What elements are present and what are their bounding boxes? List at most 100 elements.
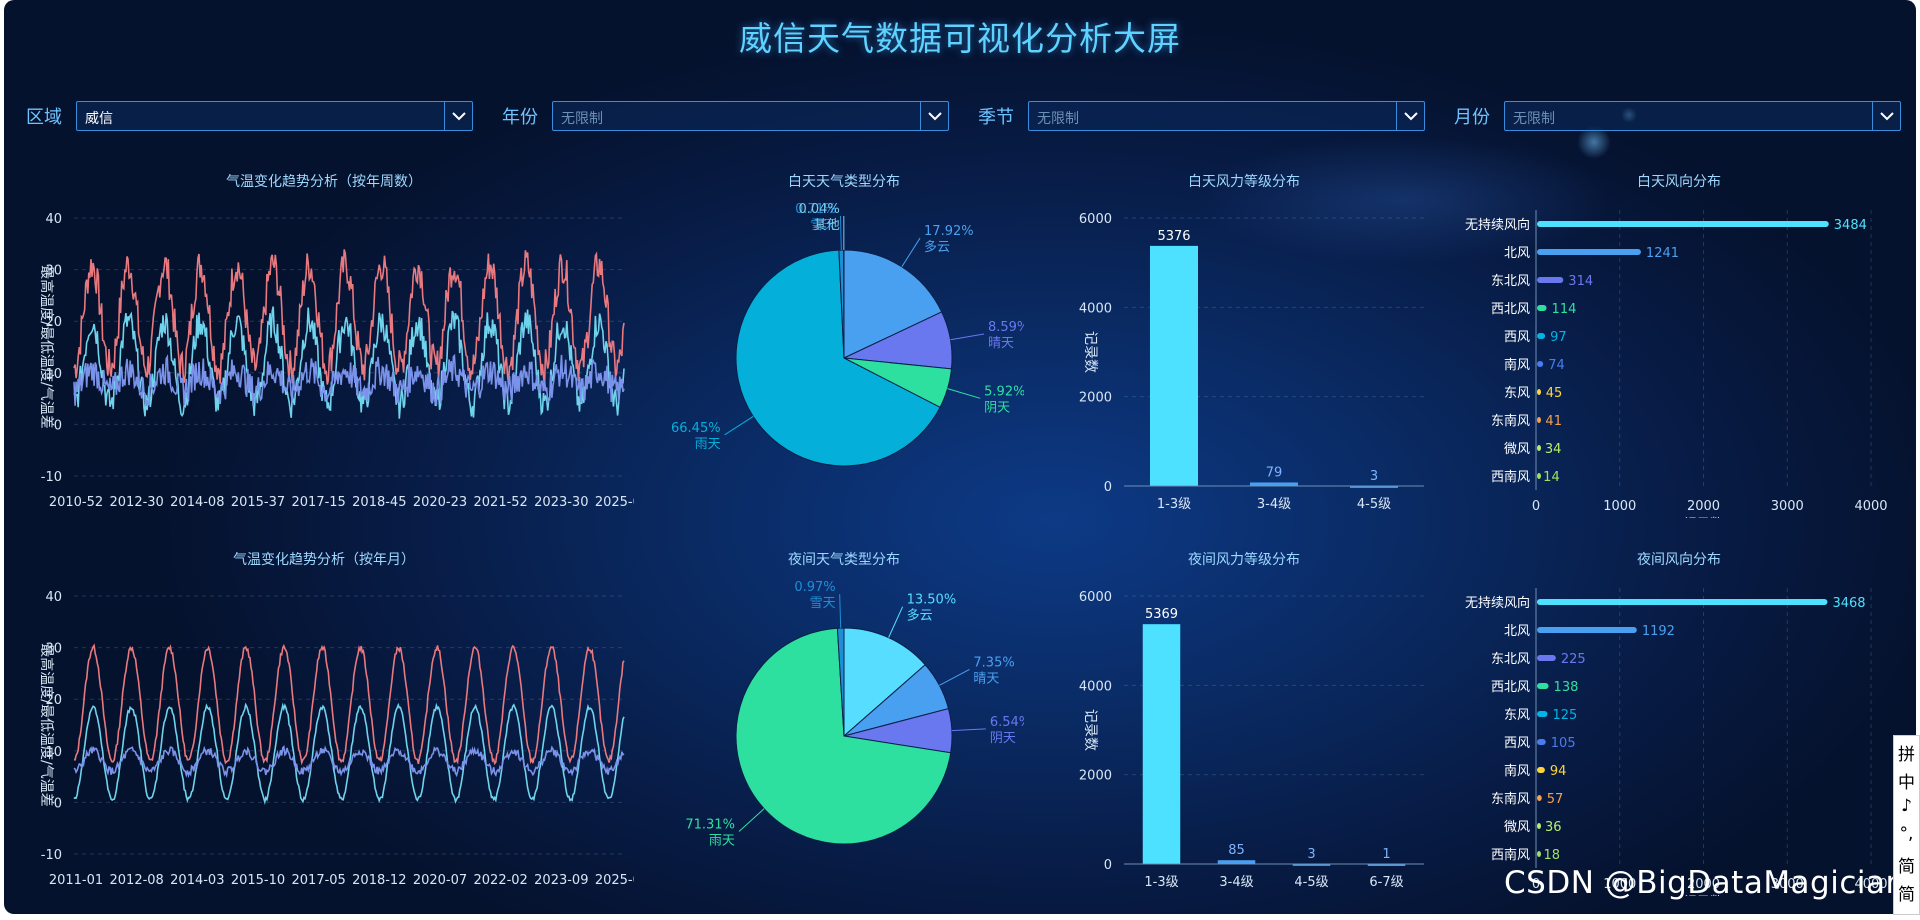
bar <box>1537 655 1556 661</box>
night-weather-pie: 夜间天气类型分布 13.50%多云 7.35%晴天 6.54%阴天 71.31%雨天 0… <box>664 546 1031 896</box>
region-select-value: 威信 <box>85 111 113 127</box>
night-wind-dir-svg: 01000200030004000记录数无持续风向3468北风1192东北风22… <box>1465 588 1888 910</box>
series-line-min <box>73 702 625 805</box>
bar <box>1537 417 1541 423</box>
bar <box>1537 277 1564 283</box>
series-line-max <box>73 249 625 386</box>
bar-value-label: 138 <box>1554 680 1579 695</box>
pie-name-label: 雨天 <box>709 834 735 849</box>
ime-item[interactable]: °, <box>1899 824 1914 844</box>
pie-percent-label: 5.92% <box>984 384 1024 399</box>
y-tick-label: 北风 <box>1504 246 1530 261</box>
x-tick-label: 2023-30 <box>534 495 588 510</box>
bar-value-label: 105 <box>1551 736 1576 751</box>
pie-name-label: 雪天 <box>810 218 836 233</box>
x-tick-label: 2010-52 <box>49 495 103 510</box>
y-tick-label: 东北风 <box>1491 274 1530 289</box>
y-tick-label: 4000 <box>1079 301 1112 316</box>
y-tick-label: 微风 <box>1504 442 1530 457</box>
y-axis-label: 记录数 <box>1082 331 1098 373</box>
dashboard-screen: 威信天气数据可视化分析大屏 区域 威信 年份 无限制 季节 无限制 月份 无限制… <box>4 0 1916 914</box>
bar-value-label: 57 <box>1547 792 1564 807</box>
y-tick-label: 西北风 <box>1491 302 1530 317</box>
chevron-down-icon[interactable] <box>920 102 948 130</box>
night-weather-svg: 13.50%多云 7.35%晴天 6.54%阴天 71.31%雨天 0.97%雪天 <box>685 580 1031 849</box>
x-tick-label: 1-3级 <box>1157 497 1191 512</box>
pie-percent-label: 0.71% <box>795 202 836 217</box>
pie-slice <box>735 627 952 845</box>
ime-item[interactable]: 简 <box>1898 885 1915 905</box>
y-tick-label: 30 <box>45 264 62 279</box>
night-wind-level-svg: 0 2000 4000 6000 记录数 5369 1-3级 85 3-4级 3 4-5级 1 6-7级 <box>1079 590 1424 890</box>
chevron-down-icon[interactable] <box>444 102 472 130</box>
pie-percent-label: 8.59% <box>988 320 1024 335</box>
bar <box>1292 863 1331 866</box>
pie-slice <box>843 627 926 738</box>
x-tick-label: 2025-08 <box>595 495 634 510</box>
bar <box>1537 823 1541 829</box>
y-tick-label: 40 <box>45 212 62 227</box>
pie-percent-label: 13.50% <box>907 593 957 608</box>
x-tick-label: 2018-45 <box>352 495 406 510</box>
ime-item[interactable]: 拼 <box>1898 745 1915 765</box>
y-tick-label: 微风 <box>1504 820 1530 835</box>
bar <box>1142 624 1181 864</box>
x-tick-label: 2025-04 <box>595 873 634 888</box>
x-tick-label: 2015-37 <box>231 495 285 510</box>
day-weather-svg: 17.92%多云 8.59%晴天 5.92%阴天 66.45%雨天 0.71%雪天0.0… <box>671 202 1029 467</box>
x-tick-label: 2014-08 <box>170 495 224 510</box>
region-select[interactable]: 威信 <box>76 101 473 131</box>
x-tick-label: 4000 <box>1854 877 1887 892</box>
ime-item[interactable]: 中 <box>1898 773 1915 793</box>
pie-label-line <box>947 388 981 399</box>
y-axis-label: 最高温度/最低温度/气温差 <box>38 643 55 806</box>
y-tick-label: 西南风 <box>1491 847 1530 863</box>
day-wind-dir-chart: 白天风向分布 0 1000 2000 3000 4000 记录数 无持续风向 3484 北风 12… <box>1449 168 1909 532</box>
pie-percent-label: 0.97% <box>794 580 835 595</box>
x-tick-label: 3-4级 <box>1257 497 1291 512</box>
chart-title: 夜间风向分布 <box>1637 552 1721 568</box>
season-select[interactable]: 无限制 <box>1028 101 1425 131</box>
temp-week-svg: -10 0 10 20 30 40 最高温度/最低温度/气温差 2010-52 2012-30 2… <box>38 212 649 510</box>
bar <box>1537 473 1541 479</box>
y-tick-label: 6000 <box>1079 590 1112 605</box>
pie-label-line <box>724 416 754 436</box>
dashboard-title: 威信天气数据可视化分析大屏 <box>739 19 1181 58</box>
month-select[interactable]: 无限制 <box>1504 101 1901 131</box>
x-tick-label: 2000 <box>1687 499 1720 514</box>
x-tick-label: 2022-02 <box>474 873 528 888</box>
bar-value-label: 34 <box>1545 442 1562 457</box>
ime-item[interactable]: ♪ <box>1901 796 1912 816</box>
bar-value-label: 314 <box>1568 274 1593 289</box>
x-tick-label: 4-5级 <box>1294 875 1328 890</box>
bar-value-label: 5376 <box>1157 229 1190 244</box>
chevron-down-icon[interactable] <box>1872 102 1900 130</box>
pie-name-label: 阴天 <box>984 400 1010 415</box>
year-select-placeholder: 无限制 <box>561 111 603 127</box>
bar-value-label: 94 <box>1550 764 1567 779</box>
bar-value-label: 3 <box>1370 469 1378 484</box>
y-tick-label: 西南风 <box>1491 469 1530 485</box>
x-tick-label: 2021-52 <box>474 495 528 510</box>
temp-month-chart: 气温变化趋势分析（按年月） -10 0 10 20 30 40 最高温度/最低温度/气温差 2… <box>14 546 649 896</box>
pie-label-line <box>839 594 842 629</box>
year-select[interactable]: 无限制 <box>552 101 949 131</box>
chevron-down-icon[interactable] <box>1396 102 1424 130</box>
csdn-watermark: CSDN @BigDataMagician <box>1504 865 1906 901</box>
ime-toolbar[interactable]: 拼 中 ♪ °, 简 简 <box>1893 735 1920 915</box>
x-tick-label: 2012-30 <box>110 495 164 510</box>
bar <box>1537 361 1544 367</box>
temp-month-svg: -10 0 10 20 30 40 最高温度/最低温度/气温差 2011-01 2012-08 2… <box>38 590 649 888</box>
x-tick-label: 3000 <box>1771 499 1804 514</box>
bar-value-label: 85 <box>1228 843 1245 858</box>
ime-item[interactable]: 简 <box>1898 857 1915 877</box>
y-tick-label: 20 <box>45 315 62 330</box>
pie-label-line <box>839 216 842 251</box>
y-axis-label: 记录数 <box>1082 709 1098 751</box>
day-wind-dir-svg: 0 1000 2000 3000 4000 记录数 无持续风向 3484 北风 1241 东北风 31… <box>1465 210 1888 532</box>
filter-region-label: 区域 <box>26 107 62 128</box>
bar <box>1537 305 1547 311</box>
y-tick-label: -10 <box>41 848 62 863</box>
bar <box>1537 389 1541 395</box>
bar-value-label: 1192 <box>1642 624 1675 639</box>
